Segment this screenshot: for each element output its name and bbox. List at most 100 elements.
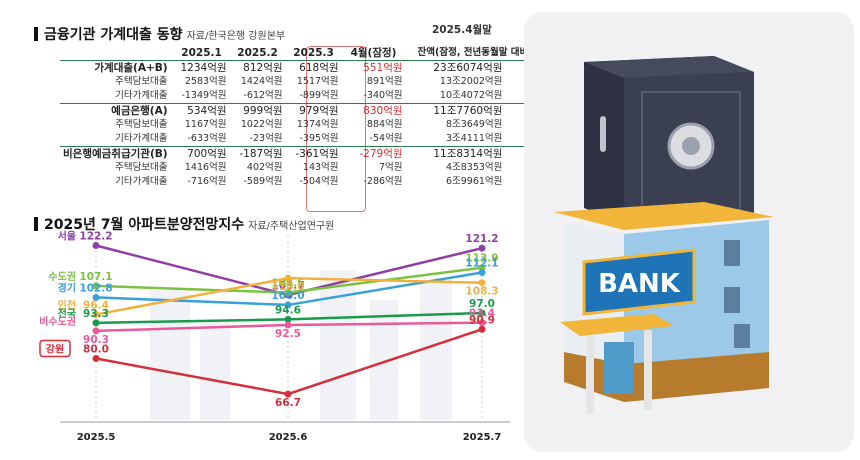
- data-point: [478, 264, 486, 272]
- april-value: 830억원: [341, 103, 406, 118]
- balance-value: 11조7760억원: [405, 103, 506, 118]
- data-point: [478, 325, 486, 333]
- series-name: 수도권: [48, 271, 76, 283]
- data-point: [92, 293, 100, 301]
- month-value: 1517억원: [296, 76, 339, 87]
- series-name: 비수도권: [39, 315, 76, 328]
- col-2025-1: 2025.1: [181, 47, 222, 59]
- safe-top: [584, 56, 754, 78]
- balance-value: 8조3649억원: [445, 119, 503, 130]
- table-row: 주택담보대출1167억원1022억원1374억원884억원8조3649억원(12…: [60, 118, 565, 132]
- month-value: 1167억원: [184, 119, 227, 130]
- window: [724, 240, 740, 266]
- data-point: [478, 269, 486, 277]
- balance-value: 4조8353억원: [445, 162, 503, 173]
- data-point: [92, 311, 100, 319]
- series-name: 강원: [46, 342, 64, 355]
- month-value: -187억원: [229, 146, 286, 161]
- data-label: 90.9: [469, 314, 495, 326]
- awning: [560, 314, 674, 336]
- month-value: 534억원: [173, 103, 230, 118]
- april-value: -286억원: [363, 176, 403, 187]
- background-building: [200, 320, 230, 420]
- data-label: 94.6: [275, 304, 301, 316]
- bank-illustration: BANK: [524, 12, 854, 452]
- data-label: 107.1: [79, 271, 112, 283]
- row-label: 주택담보대출: [115, 76, 168, 87]
- balance-value: 10조4072억원: [439, 90, 503, 101]
- month-value: 402억원: [246, 162, 283, 173]
- background-building: [150, 290, 190, 420]
- data-point: [284, 301, 292, 309]
- data-label: 93.3: [83, 308, 109, 320]
- month-value: 812억원: [229, 60, 286, 75]
- table-title: 금융기관 가계대출 동향 자료/한국은행 강원본부: [34, 24, 285, 44]
- data-label: 113.9: [465, 253, 498, 265]
- x-tick-label: 2025.5: [77, 432, 116, 443]
- window: [734, 324, 750, 348]
- data-point: [478, 309, 486, 317]
- title-bar: [34, 27, 38, 41]
- col-2025-2: 2025.2: [237, 47, 278, 59]
- month-value: -589억원: [243, 176, 283, 187]
- title-bar-2: [34, 217, 38, 231]
- table-row: 기타가계대출-633억원-23억원-395억원-54억원3조4111억원(-4.…: [60, 132, 565, 147]
- month-value: -612억원: [243, 90, 283, 101]
- month-value: -899억원: [299, 90, 339, 101]
- row-label: 가계대출(A+B): [60, 60, 174, 75]
- month-value: 979억원: [285, 103, 342, 118]
- data-point: [284, 274, 292, 282]
- data-point: [284, 289, 292, 297]
- background-building: [320, 270, 356, 420]
- month-value: 1374억원: [296, 119, 339, 130]
- table-header-row: 2025.1 2025.2 2025.3 4월(잠정) 잔액(잠정, 전년동월말…: [60, 46, 565, 61]
- table-title-text: 금융기관 가계대출 동향: [44, 27, 183, 43]
- x-tick-label: 2025.6: [269, 432, 308, 443]
- balance-value: 13조2002억원: [439, 76, 503, 87]
- data-label: 96.4: [83, 300, 109, 312]
- series-name: 전국: [58, 307, 76, 320]
- data-label: 100.0: [271, 290, 304, 302]
- table-source: 자료/한국은행 강원본부: [186, 31, 286, 42]
- row-label: 예금은행(A): [60, 103, 174, 118]
- data-point: [92, 241, 100, 249]
- roof: [554, 202, 774, 230]
- data-point: [92, 319, 100, 327]
- april-value: 551억원: [341, 60, 406, 75]
- data-label: 121.2: [465, 233, 498, 245]
- data-label: 92.5: [275, 328, 301, 340]
- april-value: -54억원: [369, 133, 403, 144]
- table-row: 예금은행(A)534억원999억원979억원830억원11조7760억원(7.1…: [60, 103, 566, 118]
- chart-source: 자료/주택산업연구원: [248, 221, 335, 232]
- loan-table: 2025.1 2025.2 2025.3 4월(잠정) 잔액(잠정, 전년동월말…: [60, 46, 566, 189]
- data-point: [284, 315, 292, 323]
- month-value: -716억원: [187, 176, 227, 187]
- data-label: 93.4: [469, 308, 495, 320]
- row-label: 기타가계대출: [115, 176, 168, 187]
- month-value: -361억원: [285, 146, 342, 161]
- line-chart: 2025.5 2025.6 2025.7 122.2 103.7 121.2 서울 107.1…: [39, 230, 510, 443]
- window: [724, 287, 740, 313]
- chart-title: 2025년 7월 아파트분양전망지수 자료/주택산업연구원: [34, 214, 334, 234]
- chart-title-text: 2025년 7월 아파트분양전망지수: [44, 217, 245, 233]
- month-value: -504억원: [299, 176, 339, 187]
- table-row: 가계대출(A+B)1234억원812억원618억원551억원23조6074억원(…: [60, 60, 566, 75]
- series-name-box: [39, 339, 71, 358]
- data-label: 108.3: [465, 286, 498, 298]
- bank-sign: [582, 248, 696, 316]
- data-point: [478, 319, 486, 327]
- data-point: [284, 390, 292, 398]
- balance-value: 6조9961억원: [445, 176, 503, 187]
- month-value: 618억원: [285, 60, 342, 75]
- april-value: 884억원: [366, 119, 403, 130]
- table-row: 비은행예금취급기관(B) 700억원 -187억원 -361억원 -279억원 11조83…: [60, 146, 566, 161]
- data-label: 122.2: [79, 230, 112, 242]
- month-value: 143억원: [302, 162, 339, 173]
- month-value: 999억원: [229, 103, 286, 118]
- month-value: 700억원: [173, 146, 230, 161]
- month-value: -1349억원: [181, 90, 227, 101]
- data-label: 110.0: [271, 281, 304, 293]
- row-label: 주택담보대출: [115, 162, 168, 173]
